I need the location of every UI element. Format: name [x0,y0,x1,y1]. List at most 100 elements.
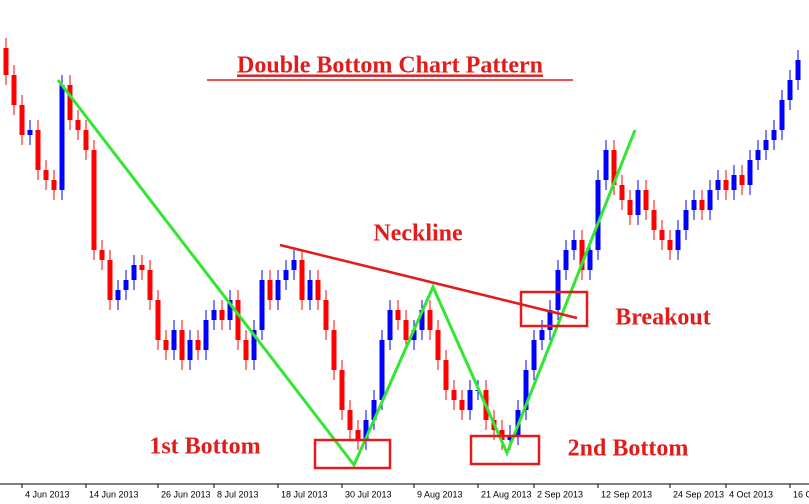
candle-body [667,240,673,250]
candle-body [227,300,233,320]
candle-body [587,250,593,270]
candle-body [19,105,25,135]
candle-body [275,280,281,300]
candle-body [691,200,697,210]
candle-body [699,200,705,210]
candle-body [731,175,737,190]
bottom-box [313,438,392,470]
candle-body [675,230,681,250]
x-tick-label: 2 Sep 2013 [537,489,583,499]
candle-body [123,280,129,290]
x-tick-label: 8 Jul 2013 [217,489,259,499]
candle-body [771,130,777,140]
x-tick-label: 4 Jun 2013 [25,489,70,499]
candle-body [747,160,753,185]
candle-body [179,330,185,360]
x-tick-label: 21 Aug 2013 [481,489,532,499]
candle-body [259,280,265,330]
candle-body [283,270,289,280]
bottom-box [469,434,541,466]
candle-body [307,280,313,300]
candle-body [795,60,801,80]
candle-body [779,100,785,130]
candle-body [75,120,81,130]
x-tick-label: 4 Oct 2013 [729,489,773,499]
candle-body [467,390,473,410]
annotation: 1st Bottom [149,434,260,460]
candle-body [763,140,769,150]
candle-body [659,230,665,240]
x-tick-label: 18 Jul 2013 [281,489,328,499]
candle-body [531,340,537,370]
candle-body [707,190,713,210]
candle-body [251,330,257,360]
candle-body [787,80,793,100]
candle-body [627,200,633,215]
candle-body [115,290,121,300]
candle-body [739,175,745,185]
breakout-box [519,290,589,328]
annotation: 2nd Bottom [568,436,689,462]
candle-body [547,310,553,330]
candle-body [291,260,297,270]
x-tick-label: 30 Jul 2013 [345,489,392,499]
candle-body [331,330,337,370]
candle-body [611,150,617,185]
candle-body [99,250,105,260]
candle-body [59,85,65,190]
candle-body [27,130,33,135]
candle-body [131,265,137,280]
candle-body [83,130,89,150]
candle-body [715,180,721,190]
candle-body [339,370,345,410]
annotation: Breakout [615,305,711,331]
candle-body [387,310,393,340]
candle-body [11,75,17,105]
candle-body [107,260,113,300]
candle-body [299,260,305,300]
candle-body [35,130,41,170]
candle-body [683,210,689,230]
candle-body [203,320,209,350]
candle-body [267,280,273,300]
candle-body [395,310,401,320]
candle-body [723,180,729,190]
candle-body [347,410,353,430]
x-tick-label: 26 Jun 2013 [161,489,211,499]
candle-body [403,320,409,340]
candle-body [43,170,49,180]
candle-body [411,330,417,340]
plot-area [3,38,801,450]
candle-body [91,150,97,250]
neckline [279,243,578,320]
candle-body [419,310,425,330]
candle-body [147,270,153,300]
candle-body [67,85,73,120]
candle-body [235,300,241,340]
candle-body [243,340,249,360]
x-tick-label: 14 Jun 2013 [89,489,139,499]
x-tick-label: 24 Sep 2013 [673,489,724,499]
candle-body [427,310,433,330]
x-tick-label: 16 Oct 2013 [793,489,809,499]
x-axis-ticks: 4 Jun 2013 14 Jun 2013 26 Jun 2013 8 Jul 20… [21,484,809,499]
candle-body [355,430,361,440]
x-tick-label: 12 Sep 2013 [601,489,652,499]
candle-body [571,240,577,250]
candle-body [603,150,609,180]
chart-title: Double Bottom Chart Pattern [237,53,543,79]
candle-body [371,400,377,420]
candle-body [507,435,513,440]
x-tick-label: 9 Aug 2013 [417,489,463,499]
candle-body [635,190,641,215]
candle-body [539,330,545,340]
candle-body [643,190,649,210]
candle-body [3,48,9,75]
candle-body [163,340,169,350]
candle-body [171,330,177,350]
candle-body [139,265,145,270]
candle-body [563,250,569,270]
candle-body [155,300,161,340]
candle-body [579,240,585,270]
